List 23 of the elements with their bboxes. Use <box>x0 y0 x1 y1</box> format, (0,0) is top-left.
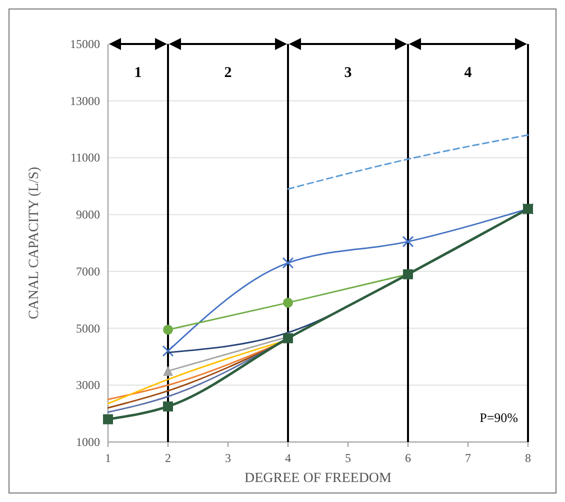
x-tick-label: 1 <box>105 451 111 465</box>
x-tick-label: 8 <box>525 451 531 465</box>
y-tick-label: 11000 <box>70 150 100 165</box>
y-tick-label: 3000 <box>76 378 100 392</box>
annotation: 3 <box>344 65 352 81</box>
x-tick-label: 2 <box>165 451 171 465</box>
x-tick-label: 5 <box>345 451 351 465</box>
y-tick-label: 13000 <box>70 94 100 108</box>
x-axis-title: DEGREE OF FREEDOM <box>244 471 392 486</box>
y-tick-label: 7000 <box>76 264 100 278</box>
y-tick-label: 1000 <box>76 435 100 449</box>
annotation: 4 <box>464 65 472 81</box>
y-tick-label: 15000 <box>70 37 100 51</box>
x-tick-label: 7 <box>465 451 471 465</box>
y-tick-label: 9000 <box>76 208 100 222</box>
annotation: 1 <box>134 65 142 81</box>
annotation: P=90% <box>480 410 518 425</box>
x-tick-label: 6 <box>405 451 411 465</box>
x-tick-label: 4 <box>285 451 291 465</box>
y-axis-title: CANAL CAPACITY (L/S) <box>27 166 42 320</box>
annotation: 2 <box>224 65 232 81</box>
y-tick-label: 5000 <box>76 321 100 336</box>
x-tick-label: 3 <box>225 451 231 465</box>
